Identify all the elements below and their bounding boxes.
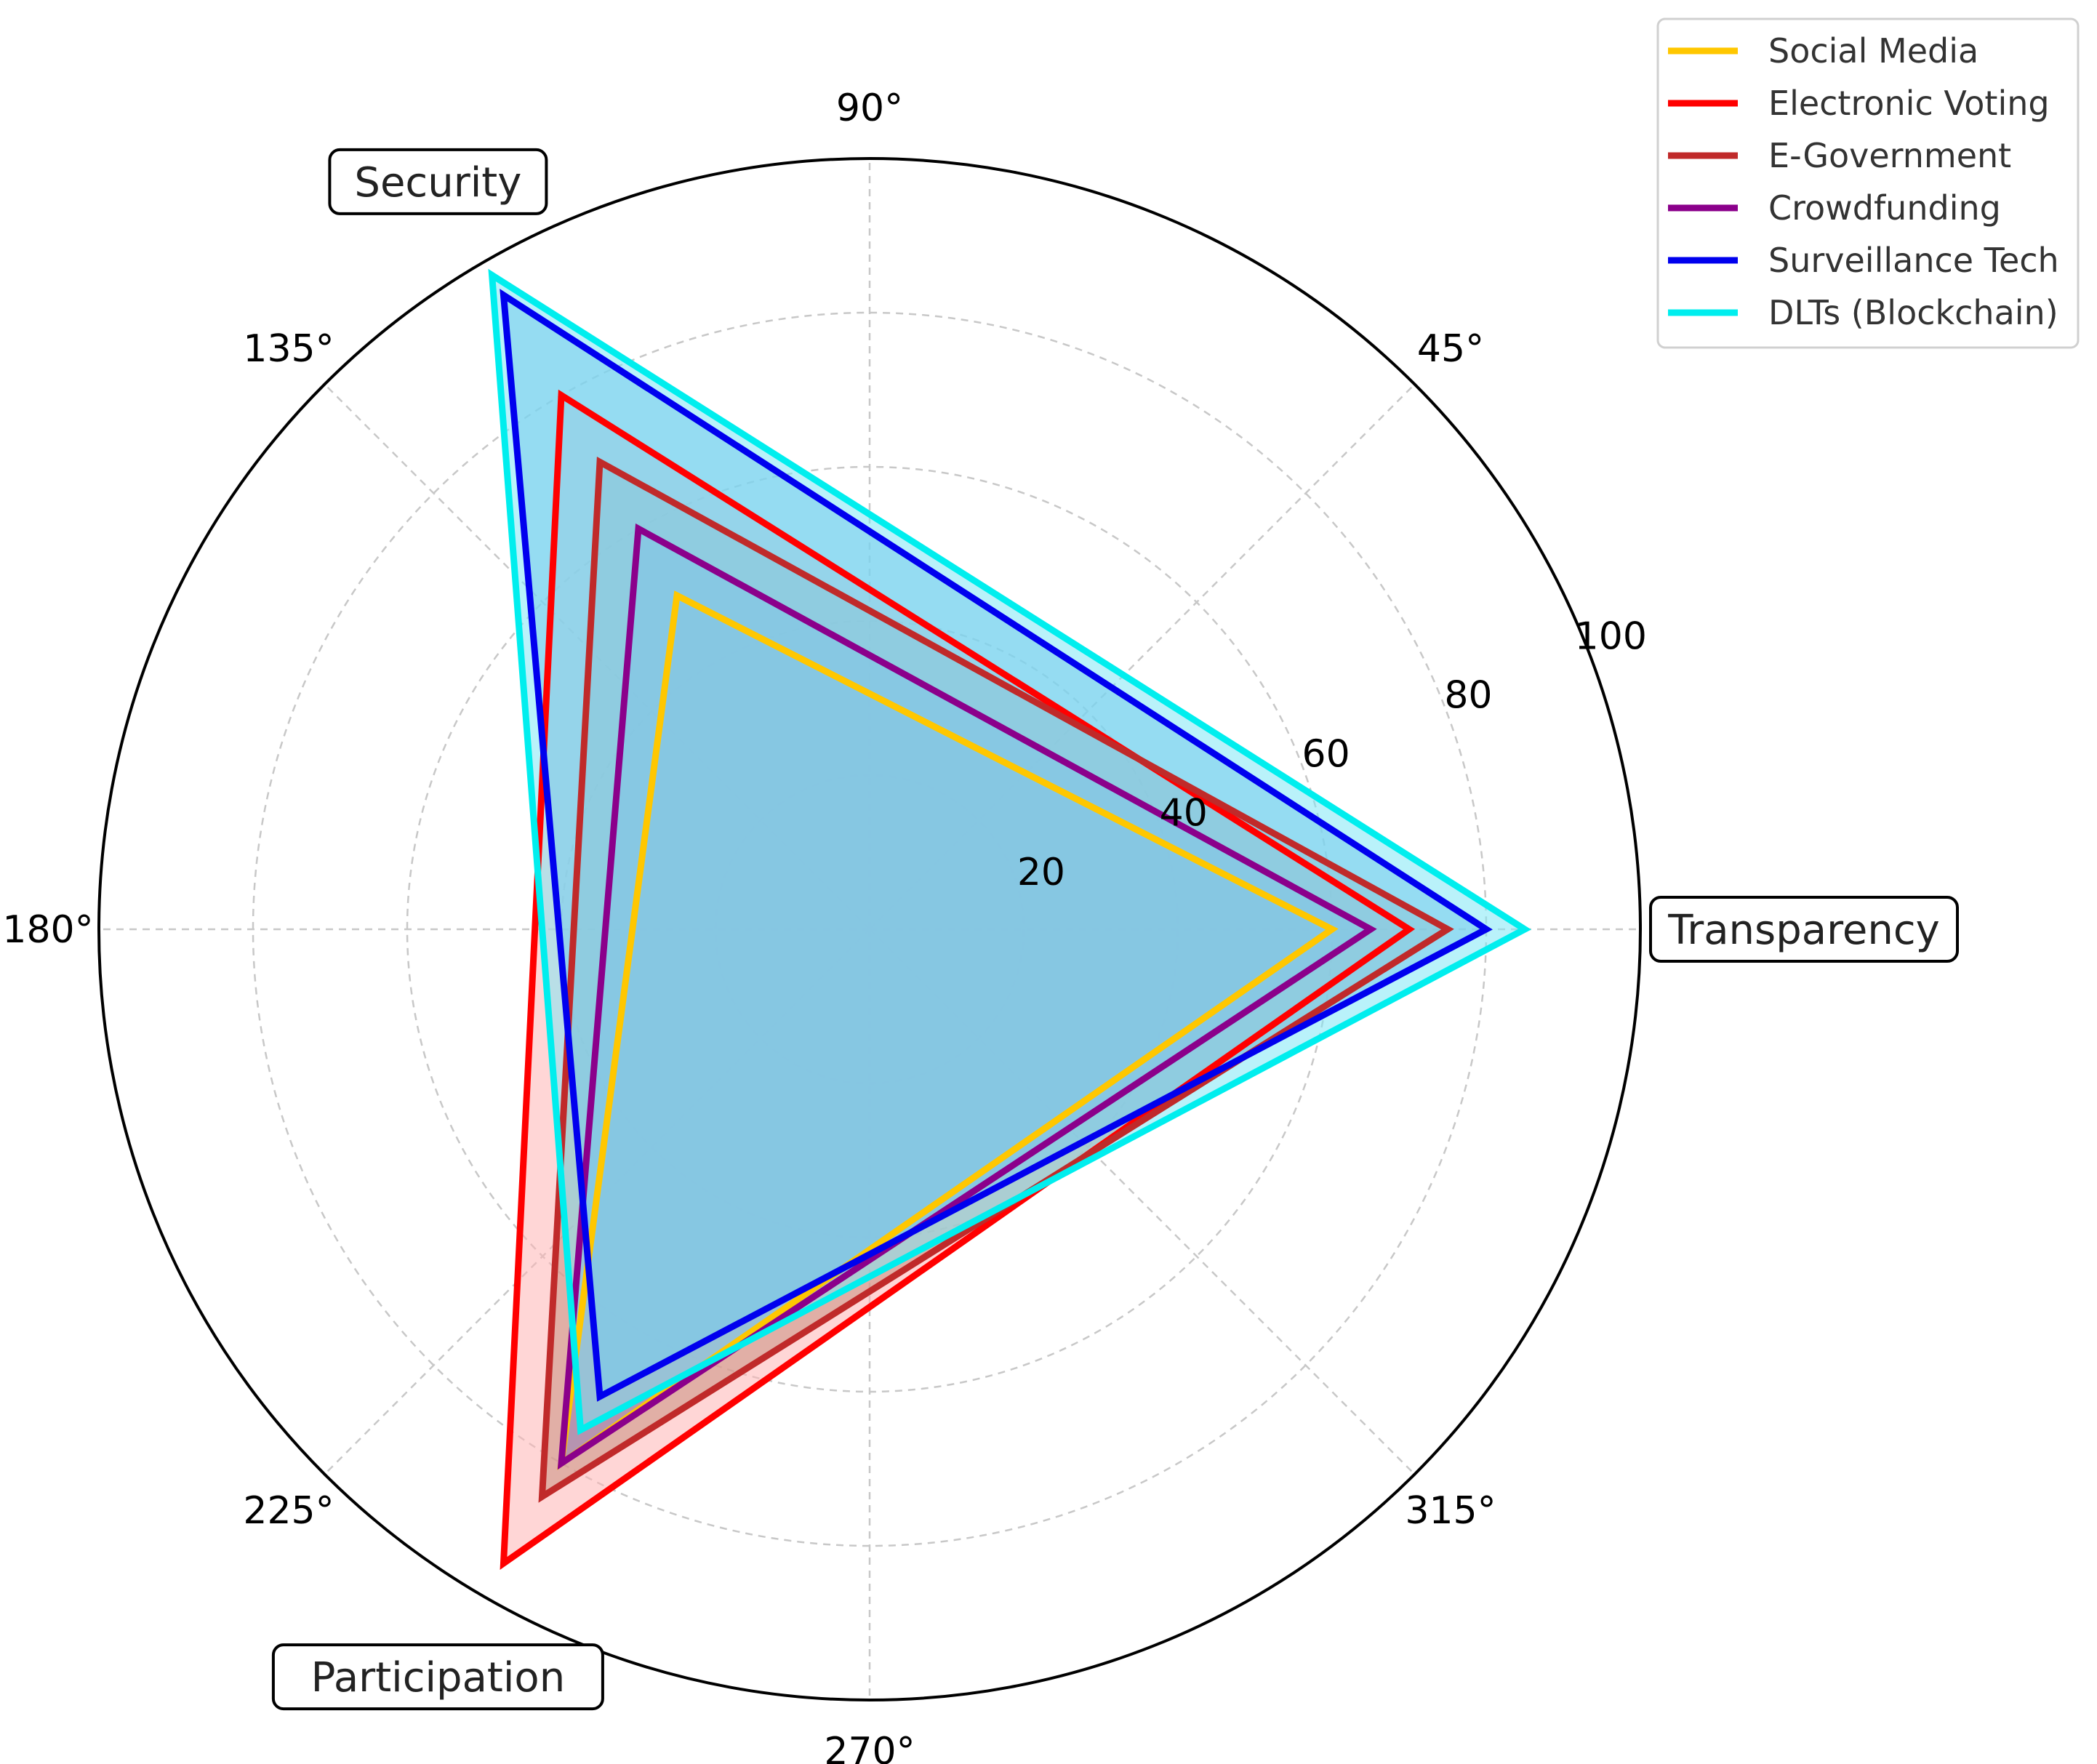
angle-tick-label: 135° (243, 327, 334, 371)
series-line-1 (500, 389, 1416, 1571)
series-fill-5 (492, 275, 1525, 1430)
legend-label: Social Media (1768, 31, 1978, 71)
outer-ring (97, 157, 1642, 1701)
angle-tick-label: 270° (824, 1730, 915, 1764)
angle-tick-label: 45° (1417, 327, 1484, 371)
legend: Social Media Electronic Voting E-Governmen… (1656, 17, 2080, 349)
legend-entry: Electronic Voting (1668, 84, 2050, 123)
axis-label-security: Security (328, 148, 548, 215)
radial-tick-label: 20 (1017, 851, 1065, 894)
series-line-4 (500, 289, 1493, 1402)
legend-box (1656, 17, 2080, 349)
angle-tick-label: 225° (243, 1489, 334, 1533)
legend-entry: DLTs (Blockchain) (1668, 293, 2058, 332)
axis-label-layer: Transparency Security Participation (271, 148, 1959, 1711)
angle-tick-label: 90° (836, 87, 903, 130)
legend-entry: Crowdfunding (1668, 188, 2001, 228)
legend-label: Electronic Voting (1768, 84, 2050, 123)
series-line-3 (557, 523, 1377, 1470)
label-layer: 45° 90° 135° 180° 225° 270° 315° 20 40 60 80 100 (2, 87, 1647, 1764)
legend-entry: E-Government (1668, 136, 2011, 175)
grid-spoke (869, 383, 1416, 930)
legend-label: E-Government (1768, 136, 2011, 175)
angle-tick-label: 315° (1405, 1489, 1496, 1533)
legend-entry: Surveillance Tech (1668, 241, 2059, 280)
radial-tick-label: 100 (1575, 614, 1647, 658)
series-line-0 (557, 590, 1339, 1470)
axis-label-transparency: Transparency (1649, 896, 1959, 963)
axis-label-box (328, 148, 548, 215)
axis-label-text: Security (354, 159, 521, 207)
axis-label-participation: Participation (271, 1643, 604, 1711)
legend-label: Crowdfunding (1768, 188, 2001, 228)
legend-label: DLTs (Blockchain) (1768, 293, 2058, 332)
legend-entry: Social Media (1668, 31, 1978, 71)
axis-label-box (271, 1643, 604, 1711)
series-line-5 (488, 268, 1531, 1435)
radial-tick-label: 60 (1302, 733, 1350, 777)
outer-ring-layer (97, 157, 1642, 1701)
grid-spoke (869, 929, 1416, 1475)
radial-tick-label: 40 (1160, 792, 1208, 835)
axis-label-text: Participation (311, 1654, 566, 1701)
legend-label: Surveillance Tech (1768, 241, 2059, 280)
radial-tick-label: 80 (1444, 674, 1492, 718)
axis-label-text: Transparency (1667, 907, 1940, 954)
angle-tick-label: 180° (2, 908, 93, 952)
axis-label-box (1649, 896, 1959, 963)
series-layer (488, 268, 1531, 1571)
